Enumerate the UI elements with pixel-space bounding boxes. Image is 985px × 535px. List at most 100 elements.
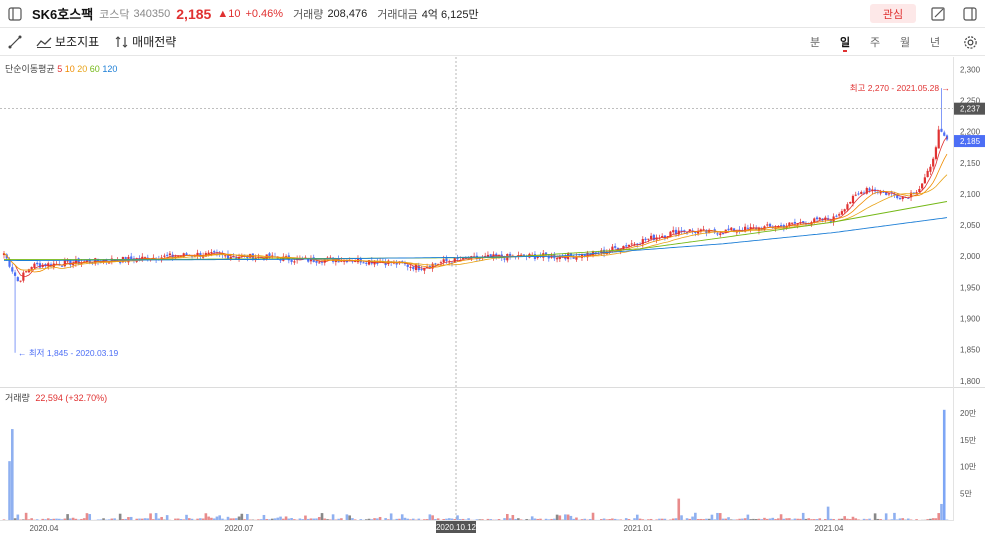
- volume-bar: [705, 518, 708, 520]
- volume-bar: [353, 519, 357, 520]
- candle-body: [420, 268, 423, 270]
- price-tick-label: 2,050: [960, 221, 981, 230]
- price-tick-label: 2,100: [960, 190, 981, 199]
- volume-legend-title: 거래량: [5, 393, 30, 403]
- candle-body: [860, 191, 863, 195]
- candle-body: [719, 233, 722, 235]
- candle-body: [929, 166, 932, 172]
- candle-body: [119, 262, 122, 264]
- volume-bar: [796, 518, 799, 520]
- volume-bar: [359, 519, 363, 520]
- period-month[interactable]: 월: [899, 37, 911, 49]
- volume-bar: [713, 519, 717, 520]
- candle-body: [857, 193, 860, 195]
- candle-body: [580, 254, 584, 258]
- candle-body: [409, 266, 412, 268]
- volume-bar: [765, 518, 769, 520]
- candle-body: [921, 183, 924, 189]
- candle-body: [768, 223, 772, 227]
- draw-line-icon[interactable]: [4, 31, 26, 53]
- crosshair-date-label: 2020.10.12: [436, 523, 477, 532]
- candle-body: [354, 261, 357, 263]
- candle-body: [636, 243, 639, 245]
- strategy-button[interactable]: 매매전략: [115, 33, 176, 50]
- candle-body: [536, 257, 539, 259]
- volume-bar: [240, 513, 244, 520]
- ma10-label: 10: [64, 64, 75, 74]
- period-day[interactable]: 일: [839, 37, 851, 49]
- volume-bar: [207, 516, 210, 520]
- volume-bar: [824, 518, 827, 520]
- volume-bar: [259, 519, 263, 520]
- favorite-button[interactable]: 관심: [870, 4, 916, 23]
- candle-body: [774, 227, 777, 229]
- volume-bar: [364, 519, 368, 520]
- volume-bar: [663, 518, 667, 520]
- volume-bar: [832, 518, 835, 520]
- candle-body: [16, 277, 19, 282]
- settings-gear-icon[interactable]: [961, 33, 979, 51]
- candle-body: [862, 192, 866, 194]
- volume-bar: [312, 518, 316, 520]
- candle-body: [744, 226, 747, 232]
- candle-body: [633, 243, 636, 245]
- panel-layout-icon[interactable]: [961, 5, 979, 23]
- stock-name[interactable]: SK6호스팩: [32, 7, 94, 22]
- volume-bar: [611, 518, 614, 520]
- volume-bar: [309, 518, 313, 520]
- volume-bar: [118, 513, 122, 520]
- candle-body: [611, 246, 614, 251]
- candle-body: [669, 231, 672, 238]
- candle-body: [721, 232, 725, 234]
- volume-bar: [74, 518, 78, 520]
- period-minute[interactable]: 분: [809, 37, 821, 49]
- candle-body: [788, 222, 791, 227]
- volume-bar: [638, 518, 642, 520]
- candle-body: [912, 192, 915, 194]
- candle-body: [782, 225, 785, 228]
- volume-bar: [234, 518, 238, 520]
- edit-icon[interactable]: [929, 5, 947, 23]
- volume-bar: [807, 518, 811, 520]
- candle-body: [442, 259, 445, 263]
- volume-bar: [868, 518, 871, 520]
- volume-bar: [649, 518, 653, 520]
- volume-bar: [848, 519, 852, 520]
- indicator-button[interactable]: 보조지표: [36, 33, 99, 50]
- current-price-label: 2,185: [960, 137, 981, 146]
- period-week[interactable]: 주: [869, 37, 881, 49]
- volume-bar: [539, 518, 542, 520]
- volume-bar: [174, 518, 177, 520]
- candle-body: [663, 235, 667, 238]
- volume-bar: [514, 518, 517, 520]
- volume-bar: [602, 518, 606, 520]
- volume-bar: [779, 514, 783, 520]
- volume-bar: [179, 519, 183, 520]
- volume-tick-label: 20만: [960, 409, 977, 418]
- ma20-line: [3, 174, 948, 271]
- candle-body: [746, 227, 749, 229]
- volume-bar: [478, 519, 481, 520]
- sidebar-toggle-icon[interactable]: [4, 3, 26, 25]
- candle-body: [583, 254, 586, 257]
- candle-body: [25, 271, 28, 273]
- volume-bar: [694, 512, 697, 520]
- volume-legend: 거래량 22,594 (+32.70%): [5, 391, 107, 404]
- volume-bar: [804, 518, 808, 520]
- volume-bar: [533, 518, 537, 520]
- volume-bar: [373, 518, 376, 520]
- volume-bar: [489, 519, 493, 520]
- candle-body: [143, 257, 147, 259]
- volume-bar: [428, 514, 432, 520]
- volume-bar: [52, 518, 56, 520]
- period-year[interactable]: 년: [929, 37, 941, 49]
- volume-bar: [724, 518, 728, 520]
- volume-bar: [331, 514, 335, 520]
- candle-body: [716, 233, 719, 235]
- volume-bar: [619, 519, 622, 520]
- volume-bar: [226, 516, 230, 520]
- candle-body: [694, 231, 697, 234]
- amount-label: 거래대금: [377, 8, 418, 21]
- candle-body: [683, 230, 686, 232]
